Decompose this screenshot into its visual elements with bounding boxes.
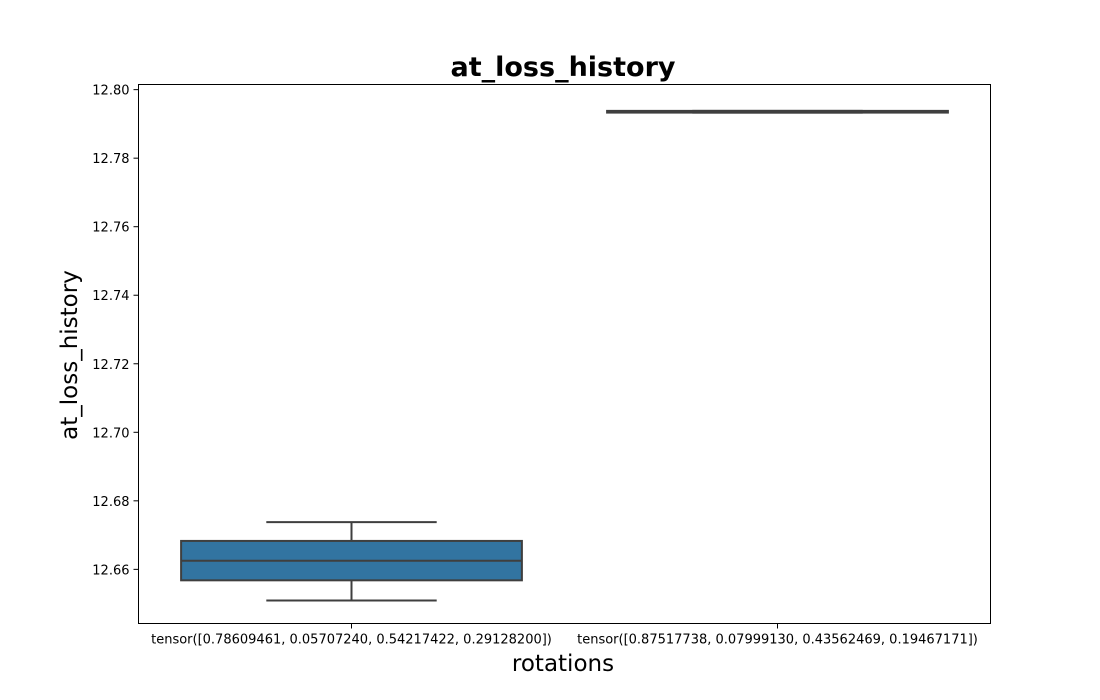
y-axis-label: at_loss_history [57, 270, 83, 440]
y-tick-label: 12.74 [92, 289, 129, 304]
plot-frame [138, 84, 991, 624]
y-tick-label: 12.80 [92, 84, 129, 99]
y-tick-label: 12.70 [92, 426, 129, 441]
y-tick-label: 12.68 [92, 495, 129, 510]
y-tick-label: 12.66 [92, 563, 129, 578]
chart-title: at_loss_history [451, 52, 676, 83]
x-axis-label: rotations [512, 651, 614, 677]
y-tick-label: 12.76 [92, 221, 129, 236]
x-tick-label: tensor([0.87517738, 0.07999130, 0.435624… [577, 633, 978, 648]
x-tick-label: tensor([0.78609461, 0.05707240, 0.542174… [151, 633, 552, 648]
y-tick-label: 12.72 [92, 358, 129, 373]
y-tick-label: 12.78 [92, 152, 129, 167]
